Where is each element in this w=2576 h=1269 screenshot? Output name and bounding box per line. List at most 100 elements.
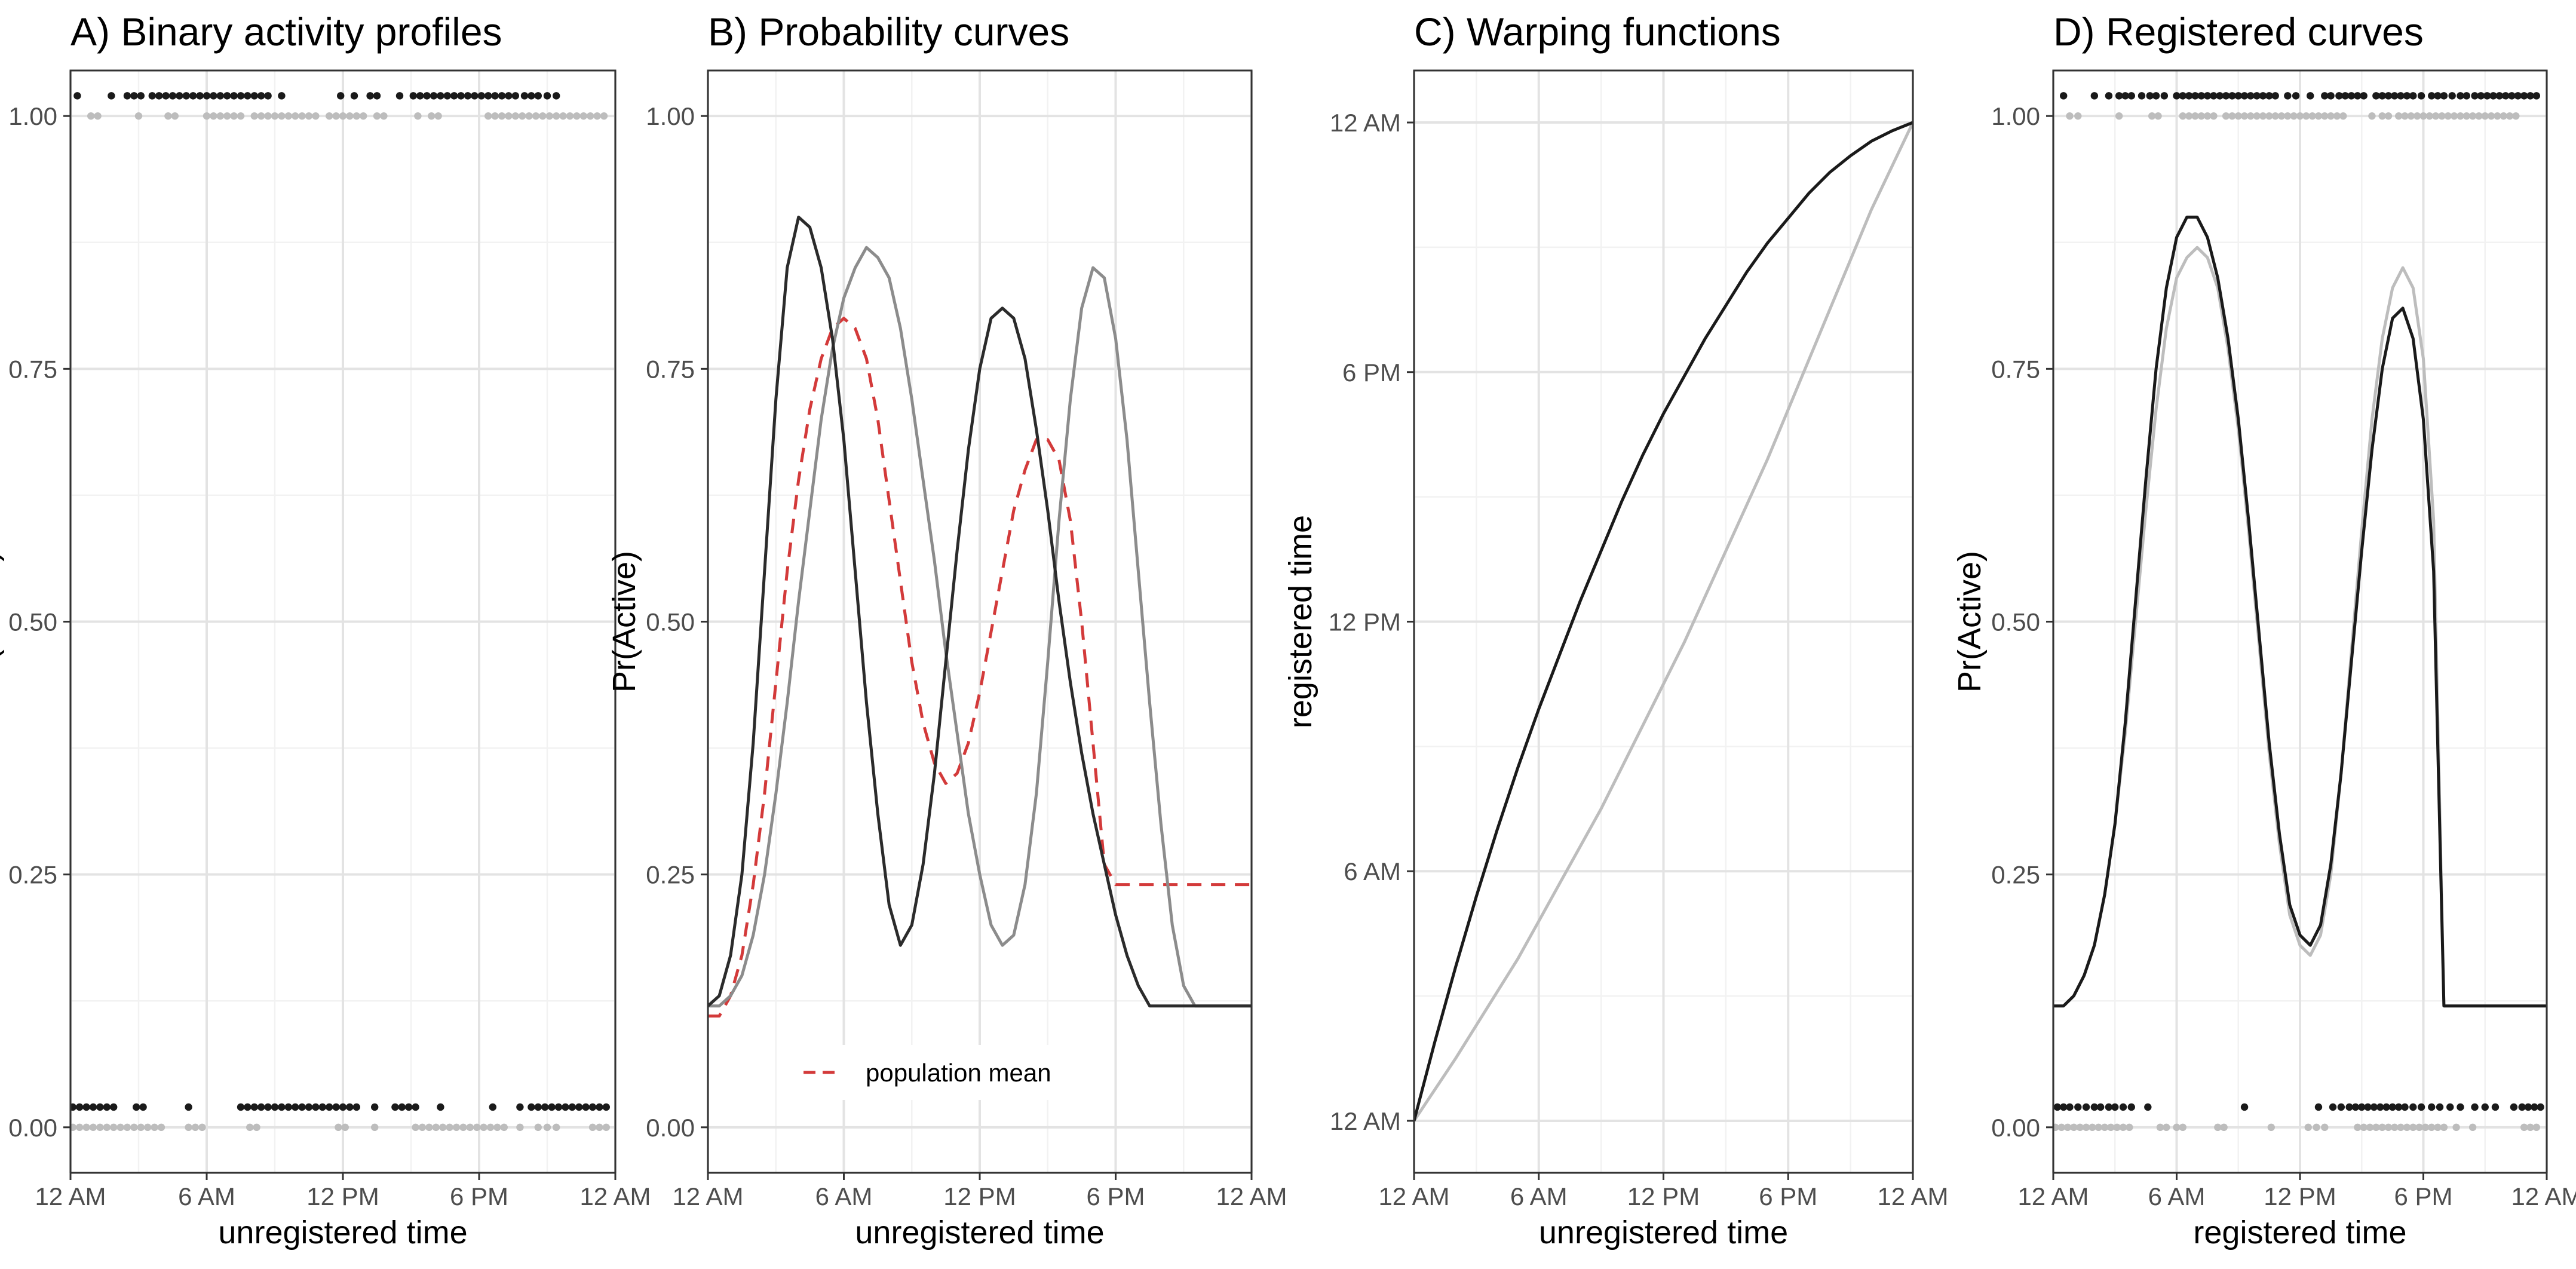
data-point-active [2477, 92, 2485, 100]
data-point-inactive [371, 1123, 379, 1132]
data-point-inactive [2518, 1103, 2526, 1111]
data-point-active [2259, 92, 2267, 100]
data-point-active [2314, 112, 2323, 120]
data-point-inactive [2468, 1123, 2477, 1132]
data-point-inactive [2163, 1123, 2170, 1132]
data-point-inactive [2094, 1123, 2102, 1132]
data-point-active [2487, 112, 2495, 120]
data-point-inactive [2366, 1123, 2374, 1132]
data-point-inactive [341, 1123, 349, 1132]
data-point-active [2468, 112, 2477, 120]
data-point-active [2148, 112, 2156, 120]
data-point-active [423, 92, 431, 100]
data-point-active [2271, 112, 2279, 120]
data-point-active [148, 92, 156, 100]
data-point-active [566, 112, 574, 120]
data-point-active [600, 112, 608, 120]
data-point-active [2500, 112, 2507, 120]
y-tick-label: 1.00 [646, 102, 695, 130]
data-point-active [134, 112, 143, 120]
data-point-active [326, 112, 333, 120]
data-point-active [2308, 112, 2316, 120]
y-axis-label: Pr(Active) [606, 551, 642, 692]
data-point-active [2222, 92, 2230, 100]
data-point-active [2462, 112, 2470, 120]
data-layer [2053, 92, 2547, 1132]
y-tick-label: 0.50 [646, 608, 695, 636]
data-point-active [87, 112, 95, 120]
y-tick-label: 12 PM [1329, 608, 1401, 636]
data-point-inactive [2372, 1123, 2380, 1132]
data-point-active [2384, 112, 2393, 120]
data-point-inactive [2440, 1123, 2448, 1132]
x-axis-label: unregistered time [855, 1215, 1104, 1250]
data-point-inactive [2267, 1123, 2276, 1132]
y-tick-label: 0.25 [646, 861, 695, 889]
x-tick-label: 6 AM [178, 1182, 235, 1210]
y-tick-label: 0.75 [1991, 355, 2040, 383]
data-point-active [511, 112, 519, 120]
data-point-active [2444, 112, 2452, 120]
data-point-inactive [2179, 1123, 2187, 1132]
data-point-active [2121, 92, 2129, 100]
x-tick-label: 12 AM [2511, 1182, 2576, 1210]
data-point-inactive [2471, 1103, 2479, 1111]
data-point-inactive [2491, 1103, 2500, 1111]
data-point-inactive [2107, 1123, 2115, 1132]
data-point-active [2066, 112, 2074, 120]
legend-box [792, 1045, 1102, 1100]
data-point-inactive [139, 1103, 147, 1111]
x-tick-label: 6 AM [2148, 1182, 2206, 1210]
data-point-inactive [2403, 1123, 2411, 1132]
data-point-active [2391, 92, 2399, 100]
data-point-inactive [2113, 1123, 2121, 1132]
data-point-active [373, 92, 381, 100]
data-point-active [2191, 112, 2199, 120]
data-point-inactive [2384, 1123, 2393, 1132]
data-point-inactive [391, 1103, 399, 1111]
data-point-inactive [2345, 1103, 2353, 1111]
data-point-active [505, 92, 513, 100]
data-point-active [2115, 92, 2123, 100]
data-point-active [2483, 92, 2491, 100]
data-point-active [395, 92, 404, 100]
data-point-active [332, 112, 340, 120]
data-point-inactive [596, 1123, 603, 1132]
data-point-active [2471, 92, 2479, 100]
panel-d: 12 AM 6 AM 12 PM 6 PM 12 AM 0.00 0.25 0.50 0.75 1… [1952, 10, 2576, 1250]
data-point-active [2495, 92, 2504, 100]
data-point-inactive [459, 1123, 467, 1132]
data-point-inactive [398, 1103, 406, 1111]
data-point-active [2240, 112, 2249, 120]
data-point-active [2240, 92, 2249, 100]
x-tick-label: 12 AM [1378, 1182, 1449, 1210]
series-line-subject-1 [708, 215, 1252, 1008]
data-point-inactive [2337, 1103, 2345, 1111]
x-tick-label: 12 PM [943, 1182, 1016, 1210]
y-tick-label: 1.00 [1991, 102, 2040, 130]
data-point-inactive [466, 1123, 474, 1132]
y-tick-label: 0.50 [1991, 608, 2040, 636]
data-point-active [230, 92, 238, 100]
data-point-active [210, 92, 217, 100]
data-point-active [534, 92, 542, 100]
data-point-inactive [528, 1103, 535, 1111]
data-point-active [2179, 92, 2187, 100]
data-point-active [2197, 92, 2205, 100]
data-point-inactive [2111, 1103, 2119, 1111]
data-point-active [2457, 112, 2464, 120]
data-point-inactive [2082, 1123, 2090, 1132]
data-point-inactive [2397, 1123, 2405, 1132]
data-point-active [2234, 112, 2242, 120]
data-point-active [553, 112, 560, 120]
data-point-inactive [2127, 1103, 2135, 1111]
data-point-active [94, 112, 102, 120]
data-point-inactive [2144, 1103, 2152, 1111]
panel-c: 12 AM 6 AM 12 PM 6 PM 12 AM 12 AM 6 AM 12 PM 6 P… [1283, 10, 1949, 1250]
data-point-active [312, 112, 320, 120]
data-point-inactive [2314, 1103, 2323, 1111]
data-point-inactive [123, 1123, 131, 1132]
data-point-inactive [2119, 1123, 2127, 1132]
data-point-inactive [2370, 1103, 2378, 1111]
data-point-inactive [2378, 1123, 2386, 1132]
